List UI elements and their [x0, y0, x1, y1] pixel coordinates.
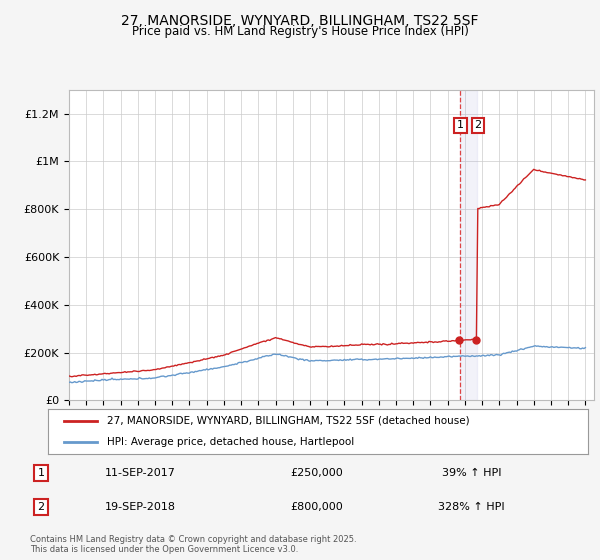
Text: 328% ↑ HPI: 328% ↑ HPI [438, 502, 505, 512]
Text: £800,000: £800,000 [290, 502, 343, 512]
Text: Price paid vs. HM Land Registry's House Price Index (HPI): Price paid vs. HM Land Registry's House … [131, 25, 469, 38]
Bar [460, 90, 477, 400]
Text: 27, MANORSIDE, WYNYARD, BILLINGHAM, TS22 5SF: 27, MANORSIDE, WYNYARD, BILLINGHAM, TS22… [121, 14, 479, 28]
Text: 27, MANORSIDE, WYNYARD, BILLINGHAM, TS22 5SF (detached house): 27, MANORSIDE, WYNYARD, BILLINGHAM, TS22… [107, 416, 470, 426]
Text: 2: 2 [37, 502, 44, 512]
Text: 1: 1 [38, 468, 44, 478]
Text: 39% ↑ HPI: 39% ↑ HPI [442, 468, 502, 478]
Text: HPI: Average price, detached house, Hartlepool: HPI: Average price, detached house, Hart… [107, 436, 355, 446]
Text: 11-SEP-2017: 11-SEP-2017 [105, 468, 176, 478]
Text: 1: 1 [457, 120, 464, 130]
Text: Contains HM Land Registry data © Crown copyright and database right 2025.
This d: Contains HM Land Registry data © Crown c… [30, 535, 356, 554]
Text: 2: 2 [475, 120, 482, 130]
Text: 19-SEP-2018: 19-SEP-2018 [105, 502, 176, 512]
Text: £250,000: £250,000 [290, 468, 343, 478]
